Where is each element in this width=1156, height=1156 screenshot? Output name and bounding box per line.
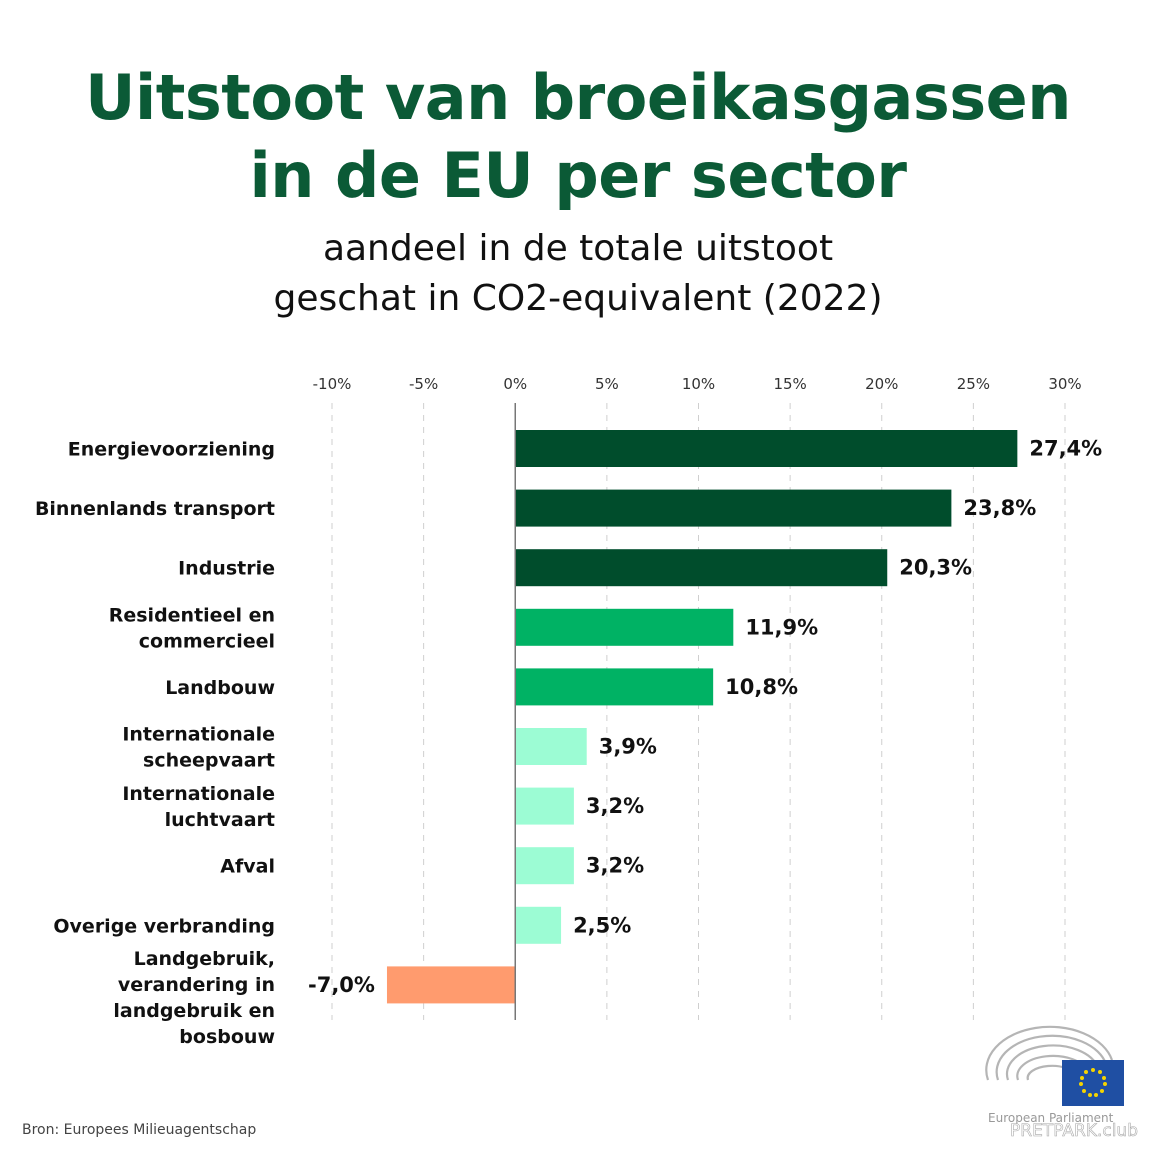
eu-stars-icon [1079,1068,1107,1097]
value-label: 10,8% [725,675,798,699]
bars [386,430,1018,1004]
value-labels: 27,4% 23,8% 20,3% 11,9% 10,8% 3,9% 3,2% 3,2% 2,5… [308,437,1102,997]
value-label: 11,9% [745,615,818,639]
category-label-line: scheepvaart [143,750,275,772]
x-tick-label: -10% [313,375,352,393]
category-label: Landgebruik, verandering in landgebruik en… [113,948,275,1048]
source-note: Bron: Europees Milieuagentschap [22,1122,257,1138]
bar-chart: -10% -5% 0% 5% 10% 15% 20% 25% 30% Energievoorzi… [35,375,1102,1048]
x-axis-ticks: -10% -5% 0% 5% 10% 15% 20% 25% 30% [313,375,1082,393]
value-label: 2,5% [573,913,631,937]
category-label-line: Internationale [122,724,275,746]
chart-subtitle-line-2: geschat in CO2-equivalent (2022) [273,278,883,319]
value-label: 3,9% [599,735,657,759]
category-label-line: verandering in [118,974,275,996]
value-label: -7,0% [308,973,375,997]
category-label: Internationale scheepvaart [122,724,275,772]
x-tick-label: 5% [595,375,619,393]
category-label-line: commercieel [139,630,275,652]
bar [515,489,952,527]
category-label-line: Landgebruik, [134,948,275,970]
bar [515,430,1018,467]
value-label: 23,8% [963,496,1036,520]
chart-title-line-1: Uitstoot van broeikasgassen [85,61,1071,134]
category-label-line: Industrie [178,558,275,580]
bar [515,787,574,825]
category-label: Residentieel en commercieel [109,604,275,652]
bar [515,906,562,944]
european-parliament-logo: European Parliament PRETPARK.club [980,1020,1140,1141]
category-label-line: Overige verbranding [53,915,275,937]
bar [515,668,714,706]
chart-title-line-2: in de EU per sector [249,139,907,212]
category-label: Landbouw [165,677,275,699]
category-label-line: bosbouw [179,1026,275,1048]
logo-text: European Parliament [988,1111,1114,1125]
watermark-text: PRETPARK.club [1010,1121,1138,1140]
x-tick-label: 0% [503,375,527,393]
category-label-line: luchtvaart [165,809,275,831]
category-label: Afval [220,856,275,878]
category-label: Overige verbranding [53,915,275,937]
bar [515,549,888,587]
x-tick-label: 25% [957,375,990,393]
category-label-line: landgebruik en [113,1000,275,1022]
eu-flag-icon [1062,1060,1124,1106]
category-label-line: Afval [220,856,275,878]
bar [515,608,734,646]
value-label: 3,2% [586,854,644,878]
category-label-line: Energievoorziening [68,439,275,461]
x-tick-label: -5% [409,375,438,393]
bar [515,847,574,885]
category-labels: Energievoorziening Binnenlands transport I… [35,439,275,1048]
category-label: Binnenlands transport [35,498,275,520]
chart-subtitle-line-1: aandeel in de totale uitstoot [322,228,834,269]
x-tick-label: 30% [1048,375,1081,393]
category-label: Internationale luchtvaart [122,783,275,831]
value-label: 27,4% [1029,437,1102,461]
value-label: 3,2% [586,794,644,818]
x-tick-label: 20% [865,375,898,393]
x-tick-label: 10% [682,375,715,393]
category-label: Energievoorziening [68,439,275,461]
category-label-line: Landbouw [165,677,275,699]
category-label-line: Internationale [122,783,275,805]
bar [515,728,587,765]
bar [386,966,516,1004]
value-label: 20,3% [899,556,972,580]
category-label-line: Binnenlands transport [35,498,275,520]
category-label: Industrie [178,558,275,580]
category-label-line: Residentieel en [109,604,275,626]
x-tick-label: 15% [773,375,806,393]
